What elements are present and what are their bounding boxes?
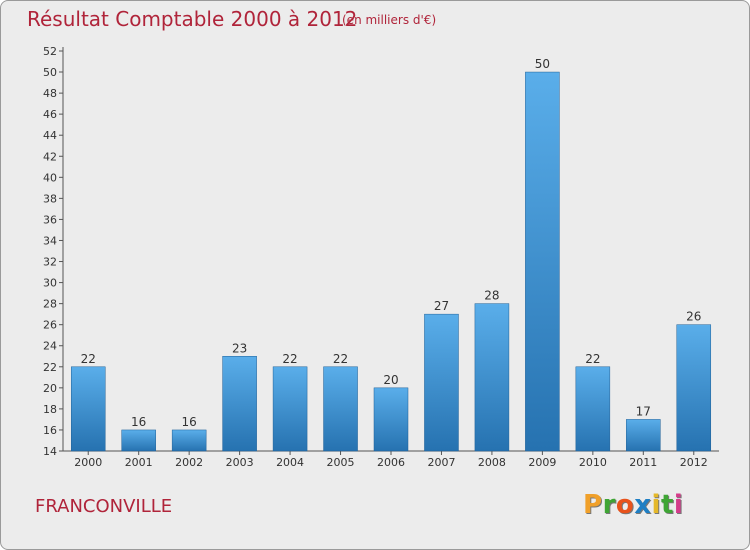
data-label-2005: 22 [333,352,348,366]
y-tick-label: 28 [43,298,57,311]
x-tick-label-2012: 2012 [680,456,708,469]
y-tick-label: 36 [43,213,57,226]
y-tick-label: 16 [43,424,57,437]
data-label-2009: 50 [535,57,550,71]
y-tick-label: 40 [43,171,57,184]
proxiti-logo: Proxiti [583,490,683,520]
bar-2000 [70,366,106,452]
x-tick-label-2008: 2008 [478,456,506,469]
y-tick-label: 34 [43,234,57,247]
y-tick-label: 14 [43,445,57,458]
y-tick-label: 48 [43,87,57,100]
y-tick-label: 20 [43,382,57,395]
y-tick-label: 42 [43,150,57,163]
x-tick-label-2004: 2004 [276,456,304,469]
logo-letter: x [634,490,652,520]
bar-2001 [121,429,156,452]
data-label-2011: 17 [636,404,651,418]
y-tick-label: 32 [43,256,57,269]
data-label-2004: 22 [282,352,297,366]
x-tick-label-2002: 2002 [175,456,203,469]
bar-2011 [626,419,661,452]
y-tick-label: 30 [43,277,57,290]
bar-2007 [424,313,459,452]
x-tick-label-2011: 2011 [629,456,657,469]
logo-letter: t [660,490,674,520]
y-tick-label: 38 [43,192,57,205]
bar-2010 [575,366,611,452]
bar-2012 [676,324,712,452]
data-label-2010: 22 [585,352,600,366]
x-tick-label-2003: 2003 [226,456,254,469]
y-tick-label: 44 [43,129,57,142]
logo-letter: i [651,490,661,520]
logo-letter: i [673,490,684,520]
y-tick-label: 46 [43,108,57,121]
y-tick-label: 50 [43,66,57,79]
logo-letter: P [583,490,603,520]
x-tick-label-2010: 2010 [579,456,607,469]
bar-2004 [272,366,308,452]
bar-2008 [474,303,510,452]
x-tick-label-2001: 2001 [125,456,153,469]
commune-name: FRANCONVILLE [35,496,173,517]
data-label-2008: 28 [484,289,499,303]
data-label-2012: 26 [686,310,701,324]
logo-letter: o [615,490,635,520]
bar-2006 [373,387,409,452]
x-tick-label-2007: 2007 [427,456,455,469]
y-tick-label: 24 [43,340,57,353]
y-tick-label: 26 [43,319,57,332]
y-tick-label: 18 [43,403,57,416]
bars: 22 16 16 23 22 22 20 27 28 50 22 17 26 [70,57,712,452]
chart-subtitle: (en milliers d'€) [342,13,437,27]
x-tick-label-2000: 2000 [74,456,102,469]
data-label-2000: 22 [81,352,96,366]
y-tick-label: 22 [43,361,57,374]
data-label-2006: 20 [383,373,398,387]
data-label-2001: 16 [131,415,146,429]
chart-title: Résultat Comptable 2000 à 2012 [27,7,358,31]
bar-2002 [171,429,207,452]
x-tick-label-2009: 2009 [528,456,556,469]
data-label-2002: 16 [182,415,197,429]
x-tick-label-2006: 2006 [377,456,405,469]
bar-2009 [525,71,560,452]
x-tick-label-2005: 2005 [327,456,355,469]
axes: 14 16 18 20 22 24 26 28 30 32 34 36 38 40 42 44 46 48 50 52… [43,45,719,469]
data-label-2003: 23 [232,341,247,355]
data-label-2007: 27 [434,299,449,313]
bar-2003 [222,356,257,452]
y-tick-label: 52 [43,45,57,58]
bar-2005 [323,366,358,452]
logo-letter: r [602,490,616,520]
